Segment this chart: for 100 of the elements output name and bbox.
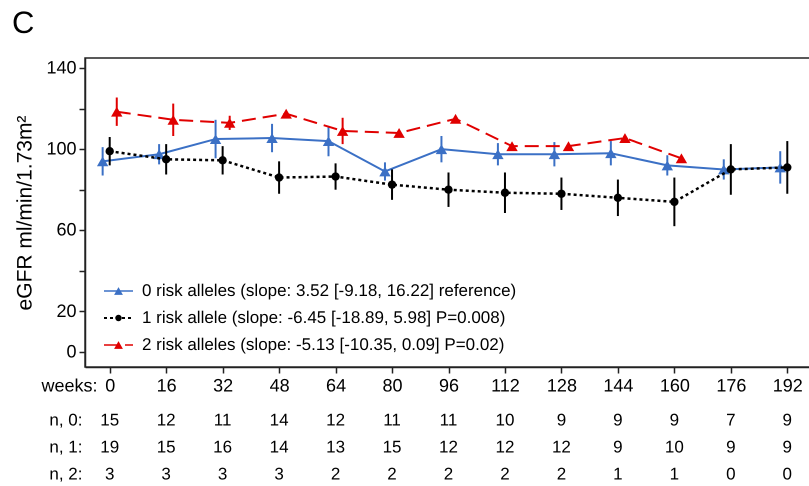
text: 9 — [613, 410, 623, 430]
point — [388, 180, 396, 189]
x-tick-label: 32 — [213, 376, 234, 396]
x-tick-label: 160 — [660, 376, 690, 396]
point — [619, 133, 631, 143]
point — [331, 172, 340, 181]
point — [322, 136, 334, 146]
text: n, 0: — [49, 410, 82, 430]
text: 11 — [383, 410, 401, 430]
x-tick-label: 128 — [546, 376, 577, 396]
x-tick-label: 48 — [270, 376, 290, 396]
text: 14 — [270, 410, 289, 430]
point — [500, 188, 510, 197]
x-tick-label: 176 — [716, 376, 746, 396]
point — [210, 134, 222, 144]
text: 12 — [439, 438, 458, 456]
x-tick-label: 16 — [156, 376, 177, 396]
point — [605, 148, 617, 158]
text: 2 — [500, 464, 510, 484]
point — [662, 160, 674, 170]
text: 11 — [214, 410, 232, 430]
text: 10 — [496, 410, 514, 430]
x-tick-label: 144 — [603, 376, 634, 396]
point — [336, 126, 348, 136]
x-tick-label: 80 — [382, 376, 403, 396]
legend-label: 1 risk allele (slope: -6.45 [-18.89, 5.98] P=0.008) — [142, 308, 506, 327]
point — [96, 156, 108, 166]
text: 1 — [670, 464, 680, 484]
point — [280, 108, 292, 119]
text: 0 — [726, 464, 736, 484]
point — [168, 114, 179, 125]
x-tick-label: 64 — [326, 376, 346, 396]
y-tick-label: 100 — [46, 138, 76, 159]
point — [783, 163, 792, 172]
text: 15 — [156, 438, 176, 456]
point — [726, 165, 736, 174]
point — [444, 186, 453, 194]
text: 14 — [270, 438, 289, 456]
text: 10 — [664, 438, 684, 456]
y-tick-label: 60 — [56, 220, 76, 240]
text: 0 — [782, 464, 792, 484]
text: 9 — [670, 410, 680, 430]
text: 12 — [496, 438, 514, 456]
text: 12 — [326, 410, 346, 430]
text: 1 — [613, 464, 623, 484]
point — [111, 106, 122, 117]
text: 9 — [726, 438, 736, 456]
point — [670, 198, 679, 206]
text: 2 — [330, 464, 340, 484]
x-tick-label: 112 — [491, 376, 520, 396]
x-tick-label: 96 — [438, 376, 460, 396]
text: 3 — [218, 464, 228, 484]
point — [162, 155, 170, 164]
y-tick-label: 140 — [46, 58, 76, 78]
text: 19 — [100, 438, 120, 456]
text: 13 — [326, 438, 346, 456]
point — [393, 128, 405, 138]
point — [557, 190, 566, 198]
text: 3 — [274, 464, 284, 484]
text: 9 — [556, 410, 566, 430]
legend-label: 0 risk alleles (slope: 3.52 [-9.18, 16.22] reference) — [142, 281, 516, 300]
text: 9 — [782, 410, 792, 430]
point — [506, 141, 518, 152]
legend-label: 2 risk alleles (slope: -5.13 [-10.35, 0.09] P=0.02) — [142, 335, 504, 354]
text: 9 — [782, 438, 792, 456]
point — [436, 144, 448, 154]
text: 3 — [161, 464, 171, 484]
point — [450, 114, 462, 124]
point — [218, 156, 227, 164]
text: n, 2: — [49, 464, 82, 484]
x-tick-label: 0 — [105, 376, 116, 396]
point — [676, 153, 688, 164]
text: 12 — [156, 410, 176, 430]
text: 12 — [552, 438, 571, 456]
text: 16 — [213, 438, 232, 456]
point — [562, 141, 574, 152]
point — [614, 194, 622, 202]
point — [106, 147, 114, 156]
text: n, 1: — [49, 438, 82, 456]
text: 3 — [104, 464, 114, 484]
text: 15 — [382, 438, 402, 456]
text: 7 — [726, 410, 736, 430]
x-axis-title: weeks: — [40, 376, 98, 396]
text: 15 — [100, 410, 120, 430]
y-tick-label: 0 — [66, 341, 76, 362]
y-axis-title: eGFR ml/min/1.73m² — [14, 116, 36, 310]
point — [548, 149, 560, 160]
x-tick-label: 192 — [772, 376, 803, 396]
point — [266, 133, 278, 143]
point — [379, 166, 391, 176]
point — [274, 173, 284, 182]
point — [224, 118, 236, 128]
text: 2 — [444, 464, 454, 484]
text: 2 — [387, 464, 397, 484]
chart-title: C — [12, 5, 34, 40]
point — [492, 149, 504, 160]
text: 11 — [440, 410, 458, 430]
y-tick-label: 20 — [56, 300, 76, 321]
text: 2 — [556, 464, 566, 484]
text: 9 — [613, 438, 623, 456]
